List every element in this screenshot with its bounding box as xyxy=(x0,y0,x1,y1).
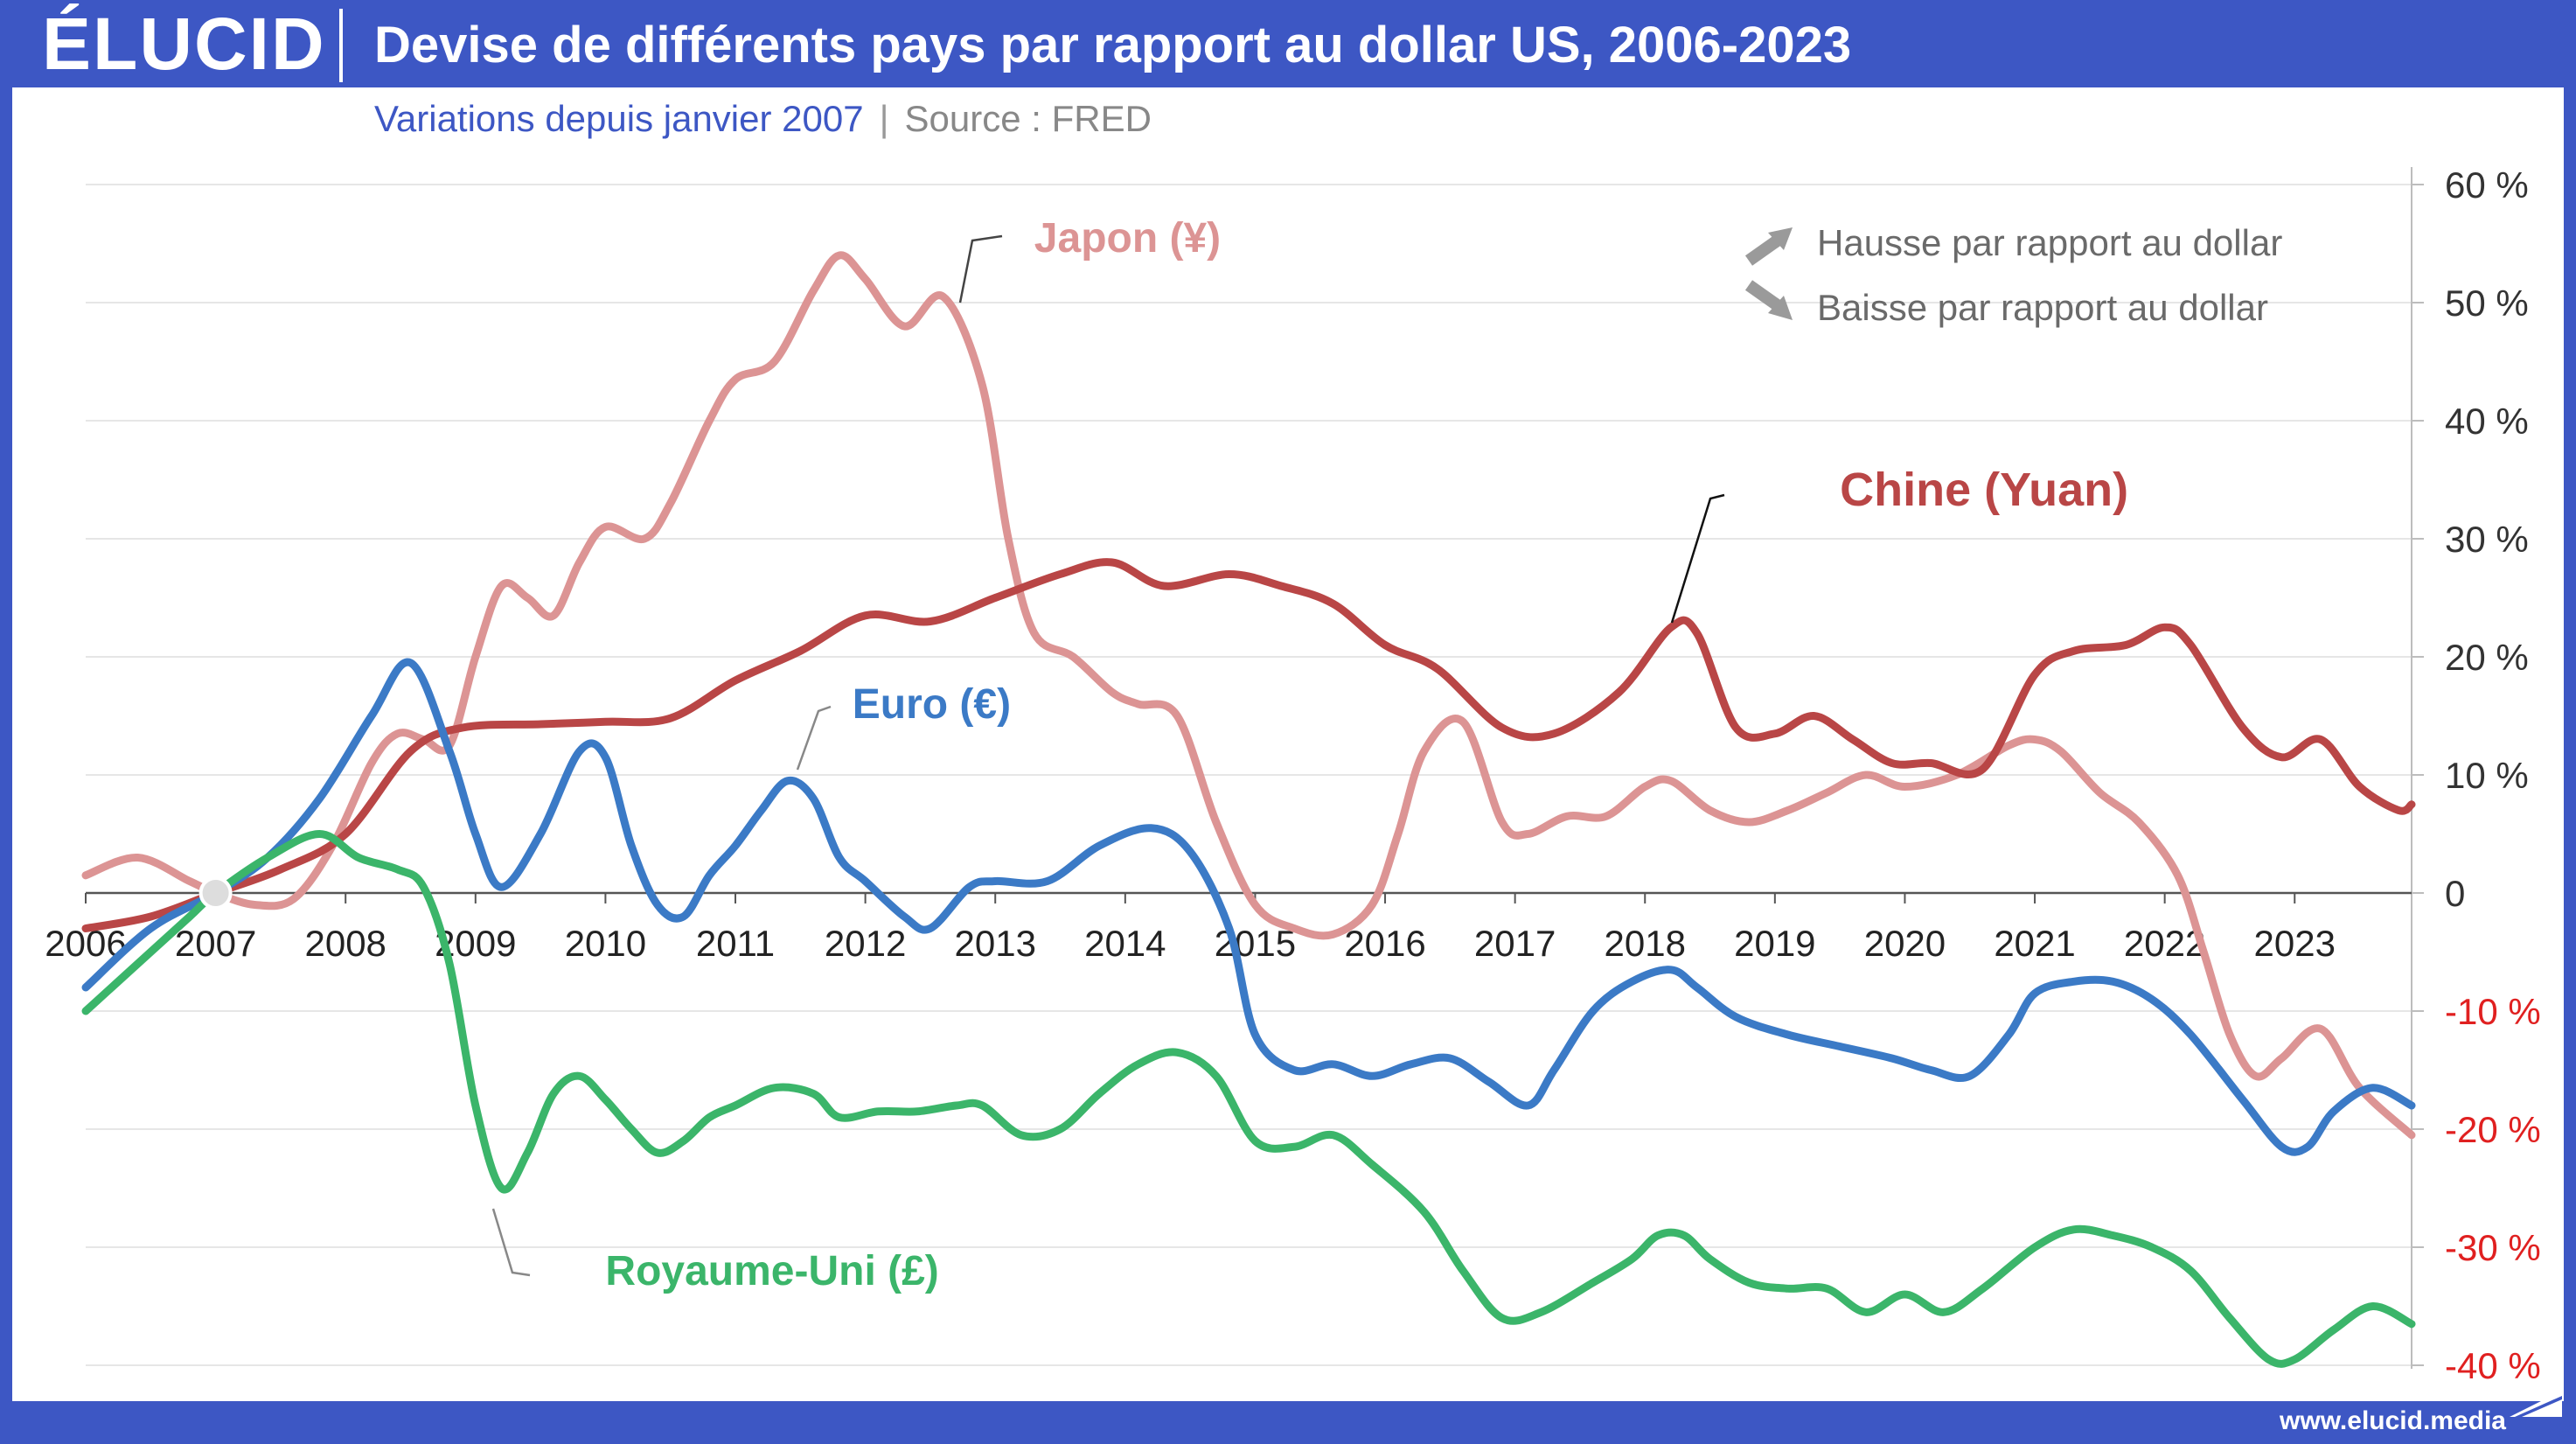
y-tick-label: -10 % xyxy=(2445,991,2541,1032)
x-tick-label: 2013 xyxy=(955,923,1036,964)
x-tick-label: 2017 xyxy=(1474,923,1556,964)
y-tick-label: 40 % xyxy=(2445,401,2529,442)
x-tick-label: 2008 xyxy=(304,923,386,964)
leader-line xyxy=(491,1208,531,1277)
y-tick-label: 60 % xyxy=(2445,164,2529,206)
leader-line xyxy=(958,234,1003,303)
source-text: Source : FRED xyxy=(904,98,1152,139)
markers xyxy=(198,876,233,910)
y-tick-label: -30 % xyxy=(2445,1227,2541,1268)
chart-subtitle: Variations depuis janvier 2007 | Source : … xyxy=(374,94,1152,143)
x-tick-label: 2018 xyxy=(1605,923,1686,964)
chart-title: Devise de différents pays par rapport au… xyxy=(374,17,1852,73)
series-label-royaume-uni: Royaume-Uni (£) xyxy=(605,1248,938,1294)
y-tick-label: -40 % xyxy=(2445,1345,2541,1386)
series-label-chine: Chine (Yuan) xyxy=(1840,464,2128,516)
arrow-up-icon xyxy=(1744,227,1793,266)
legend-up-label: Hausse par rapport au dollar xyxy=(1817,222,2282,263)
x-tick-label: 2021 xyxy=(1994,923,2075,964)
chart-legend: Hausse par rapport au dollar Baisse par … xyxy=(1744,222,2282,328)
brand-logo: ÉLUCID xyxy=(42,3,326,85)
y-tick-label: 10 % xyxy=(2445,755,2529,796)
y-tick-label: -20 % xyxy=(2445,1109,2541,1150)
x-tick-label: 2012 xyxy=(825,923,906,964)
footer-url[interactable]: www.elucid.media xyxy=(2280,1406,2506,1435)
x-tick-label: 2011 xyxy=(696,923,775,964)
y-tick-label: 50 % xyxy=(2445,283,2529,324)
axes: 60 % 50 % 40 % 30 % 20 % 10 % 0 -10 % -20 % -30 %… xyxy=(45,164,2540,1386)
grid-lines xyxy=(86,184,2412,1366)
legend-down-label: Baisse par rapport au dollar xyxy=(1817,287,2268,328)
x-tick-label: 2019 xyxy=(1734,923,1815,964)
x-tick-label: 2010 xyxy=(565,923,646,964)
brand-mark-icon xyxy=(2510,1391,2562,1417)
x-tick-label: 2007 xyxy=(175,923,256,964)
header-bar: ÉLUCID Devise de différents pays par rap… xyxy=(0,0,2576,87)
series-label-japon: Japon (¥) xyxy=(1034,215,1221,262)
y-tick-label: 30 % xyxy=(2445,519,2529,560)
series-line-euro xyxy=(81,658,2416,1156)
subtitle-text: Variations depuis janvier 2007 xyxy=(374,98,864,139)
series-line-royaume-uni xyxy=(81,830,2416,1368)
leader-line xyxy=(1670,493,1725,624)
y-tick-label: 20 % xyxy=(2445,637,2529,678)
arrow-down-icon xyxy=(1744,280,1793,320)
origin-marker xyxy=(198,876,233,910)
series-line-japon xyxy=(81,251,2416,1140)
series-line-chine xyxy=(81,558,2416,932)
series-labels: Japon (¥) Chine (Yuan) Euro (€) Royaume-Uni… xyxy=(491,215,2128,1294)
series-label-euro: Euro (€) xyxy=(853,681,1011,728)
x-tick-label: 2022 xyxy=(2124,923,2205,964)
x-tick-label: 2016 xyxy=(1344,923,1425,964)
header-divider xyxy=(339,9,343,82)
x-tick-label: 2020 xyxy=(1864,923,1946,964)
series-lines xyxy=(81,251,2416,1368)
x-tick-label: 2023 xyxy=(2254,923,2336,964)
x-tick-label: 2014 xyxy=(1084,923,1166,964)
leader-line xyxy=(796,705,832,771)
subtitle-separator: | xyxy=(879,98,889,139)
y-tick-label: 0 xyxy=(2445,873,2465,914)
